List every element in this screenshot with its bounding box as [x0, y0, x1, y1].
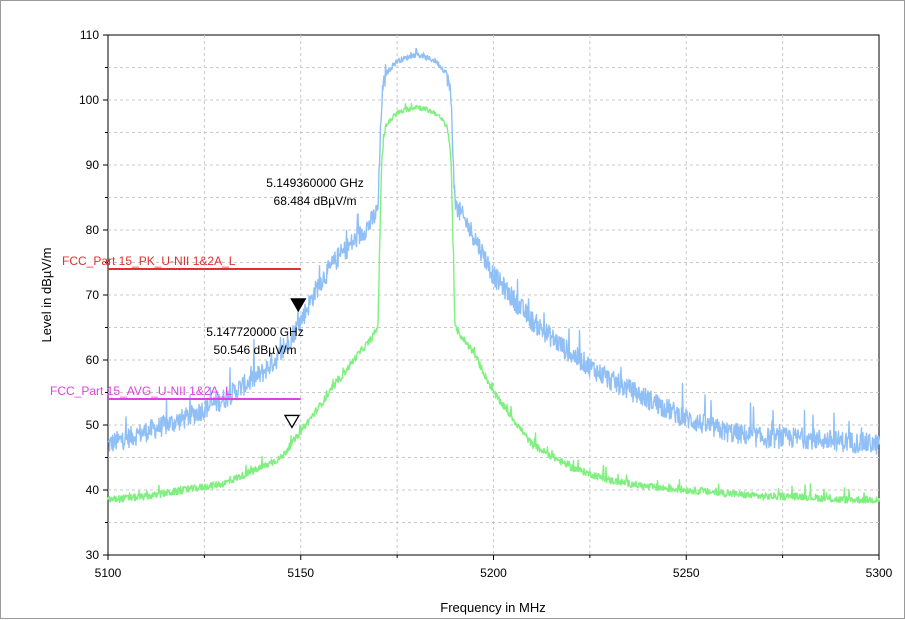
markers-group: 5.149360000 GHz 68.484 dBµV/m 5.147720000 … [206, 176, 364, 429]
x-tick-label: 5250 [673, 566, 700, 580]
marker-frequency-label: 5.149360000 GHz [266, 176, 363, 190]
x-tick-label: 5100 [95, 566, 122, 580]
y-axis-ticks: 30 40 50 60 70 80 90 100 110 [79, 28, 108, 562]
grid-lines [108, 35, 879, 555]
y-axis-label: Level in dBµV/m [39, 248, 54, 343]
y-tick-label: 60 [86, 353, 100, 367]
x-axis-label: Frequency in MHz [440, 600, 545, 615]
x-tick-label: 5150 [287, 566, 314, 580]
series-trace-peak [107, 47, 880, 455]
marker-level-label: 50.546 dBµV/m [214, 343, 297, 357]
y-tick-label: 80 [86, 223, 100, 237]
y-tick-label: 50 [86, 418, 100, 432]
x-tick-label: 5300 [866, 566, 893, 580]
series-trace-average [107, 102, 880, 504]
y-tick-label: 70 [86, 288, 100, 302]
y-tick-label: 90 [86, 158, 100, 172]
series-group [107, 47, 880, 504]
marker-triangle [290, 298, 307, 313]
y-tick-label: 30 [86, 548, 100, 562]
x-axis-ticks: 5100 5150 5200 5250 5300 [95, 555, 893, 580]
limit-lines: FCC_Part 15_PK_U-NII 1&2A_L FCC_Part 15_A… [50, 254, 301, 400]
marker-frequency-label: 5.147720000 GHz [206, 325, 303, 339]
x-tick-label: 5200 [480, 566, 507, 580]
y-tick-label: 100 [79, 93, 99, 107]
y-tick-label: 110 [80, 28, 99, 42]
marker-level-label: 68.484 dBµV/m [274, 194, 357, 208]
marker-triangle [283, 414, 301, 429]
limit-line-label: FCC_Part 15_PK_U-NII 1&2A_L [62, 254, 236, 268]
limit-line-label: FCC_Part 15_AVG_U-NII 1&2A_L [50, 384, 232, 398]
y-tick-label: 40 [86, 483, 100, 497]
